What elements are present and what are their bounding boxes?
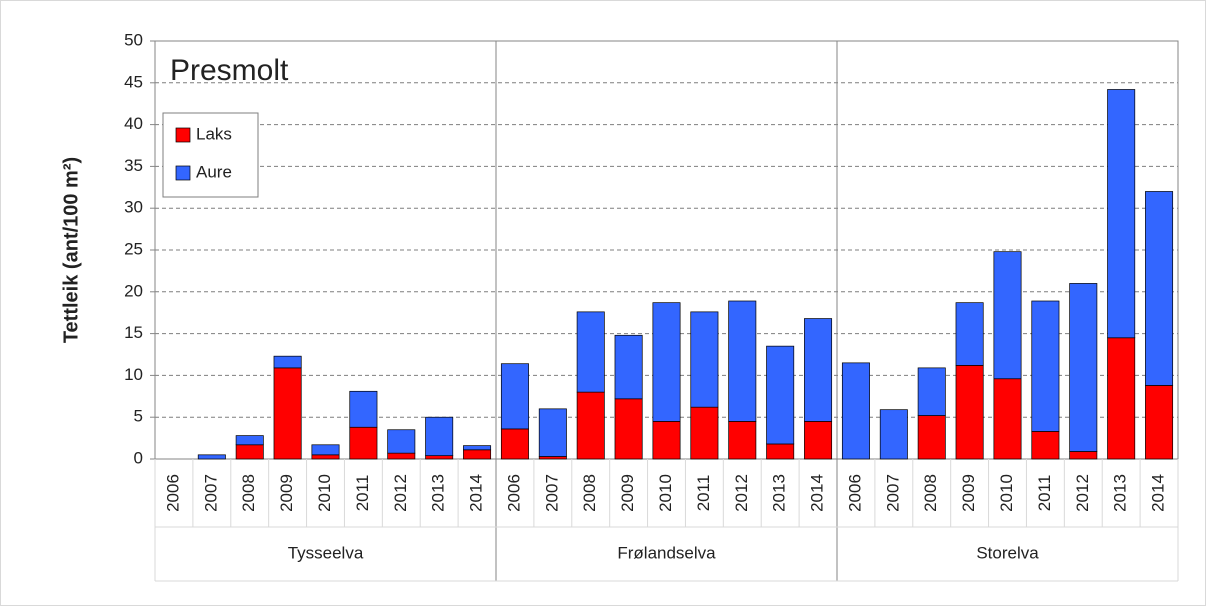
bar-segment <box>804 318 833 422</box>
x-tick-label: 2011 <box>1035 475 1054 512</box>
x-tick-label: 2006 <box>845 474 864 512</box>
bar-segment <box>728 421 757 460</box>
group-label: Tysseelva <box>288 543 364 562</box>
y-tick-label: 10 <box>124 365 143 384</box>
x-tick-label: 2013 <box>429 474 448 512</box>
y-tick-label: 25 <box>124 239 143 258</box>
bar-segment <box>804 421 833 460</box>
x-tick-label: 2008 <box>239 474 258 512</box>
bar-segment <box>273 355 302 369</box>
bar-segment <box>500 363 529 430</box>
x-tick-label: 2012 <box>391 474 410 512</box>
bar-segment <box>500 428 529 460</box>
group-label: Storelva <box>976 543 1039 562</box>
bar-segment <box>1031 300 1060 432</box>
x-tick-label: 2009 <box>618 474 637 512</box>
bar-segment <box>425 455 454 460</box>
bar-segment <box>993 378 1022 460</box>
bar-segment <box>614 398 643 460</box>
bar-segment <box>1145 191 1174 386</box>
legend-label: Laks <box>196 124 232 143</box>
bar-segment <box>652 302 681 422</box>
x-tick-label: 2011 <box>353 475 372 512</box>
bar-segment <box>576 311 605 393</box>
x-tick-label: 2014 <box>467 474 486 512</box>
bar-segment <box>197 454 226 460</box>
bar-segment <box>728 300 757 422</box>
bar-segment <box>1031 431 1060 460</box>
bar-segment <box>463 445 492 451</box>
y-tick-label: 40 <box>124 114 143 133</box>
bar-segment <box>766 443 795 460</box>
bar-segment <box>917 415 946 460</box>
y-axis-label: Tettleik (ant/100 m²) <box>60 157 82 343</box>
bar-segment <box>879 409 908 460</box>
x-tick-label: 2010 <box>656 474 675 512</box>
x-tick-label: 2009 <box>277 474 296 512</box>
y-tick-label: 20 <box>124 281 143 300</box>
x-tick-label: 2007 <box>883 474 902 512</box>
x-tick-label: 2008 <box>921 474 940 512</box>
bar-segment <box>311 444 340 456</box>
bar-segment <box>576 391 605 460</box>
y-tick-label: 5 <box>134 407 143 426</box>
bar-segment <box>235 435 264 446</box>
bar-segment <box>387 429 416 454</box>
x-tick-label: 2009 <box>959 474 978 512</box>
y-tick-label: 15 <box>124 323 143 342</box>
x-tick-label: 2012 <box>732 474 751 512</box>
bar-segment <box>1107 89 1136 339</box>
bar-segment <box>841 362 870 460</box>
bar-segment <box>955 365 984 460</box>
y-tick-label: 30 <box>124 198 143 217</box>
x-tick-label: 2012 <box>1073 474 1092 512</box>
x-tick-label: 2011 <box>694 475 713 512</box>
bar-segment <box>690 406 719 460</box>
x-tick-label: 2007 <box>542 474 561 512</box>
x-tick-label: 2010 <box>315 474 334 512</box>
legend-box <box>162 112 259 198</box>
bar-segment <box>349 426 378 460</box>
bar-segment <box>538 456 567 460</box>
x-tick-label: 2010 <box>997 474 1016 512</box>
annotation: Presmolt <box>170 54 289 87</box>
bar-segment <box>652 421 681 460</box>
bar-segment <box>1069 451 1098 460</box>
bar-segment <box>955 302 984 366</box>
y-tick-label: 45 <box>124 72 143 91</box>
x-tick-label: 2013 <box>770 474 789 512</box>
bar-segment <box>690 311 719 408</box>
legend-label: Aure <box>196 162 232 181</box>
bar-segment <box>1069 283 1098 452</box>
bar-segment <box>273 367 302 460</box>
x-tick-label: 2008 <box>580 474 599 512</box>
bar-segment <box>614 334 643 400</box>
x-tick-label: 2006 <box>504 474 523 512</box>
bar-segment <box>425 416 454 457</box>
x-tick-label: 2007 <box>201 474 220 512</box>
legend-swatch <box>175 127 191 143</box>
bar-segment <box>463 449 492 460</box>
bar-segment <box>387 452 416 460</box>
bar-segment <box>993 251 1022 380</box>
bar-segment <box>349 390 378 428</box>
group-label: Frølandselva <box>617 543 716 562</box>
x-tick-label: 2014 <box>808 474 827 512</box>
bar-segment <box>1145 385 1174 460</box>
x-tick-label: 2014 <box>1149 474 1168 512</box>
bar-segment <box>235 444 264 460</box>
y-tick-label: 50 <box>124 30 143 49</box>
bar-segment <box>311 454 340 460</box>
bar-segment <box>766 345 795 445</box>
x-tick-label: 2013 <box>1111 474 1130 512</box>
bar-segment <box>917 367 946 416</box>
y-tick-label: 35 <box>124 156 143 175</box>
bar-segment <box>1107 337 1136 460</box>
bar-segment <box>538 408 567 457</box>
y-tick-label: 0 <box>134 448 143 467</box>
legend-swatch <box>175 165 191 181</box>
x-tick-label: 2006 <box>163 474 182 512</box>
